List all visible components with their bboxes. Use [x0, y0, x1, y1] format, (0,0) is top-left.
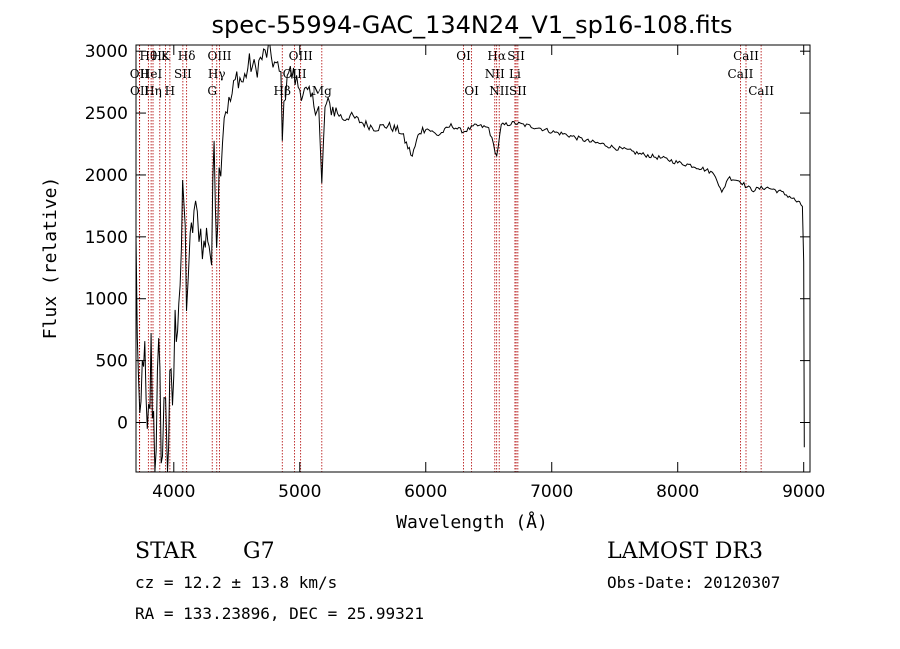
spectral-line-label: OII: [130, 84, 150, 98]
spectral-line-label: G: [207, 84, 217, 98]
spectral-line-label: OII: [130, 67, 150, 81]
spectral-line-label: Hα: [487, 49, 506, 63]
y-tick-label: 500: [96, 352, 128, 372]
spectral-line-label: Hε: [151, 49, 168, 63]
survey-name: LAMOST DR3: [607, 539, 763, 564]
spectral-line-label: OI: [464, 84, 479, 98]
spectral-line-label: Hγ: [208, 67, 226, 81]
spectral-line-label: SII: [507, 49, 525, 63]
spectral-line-label: K: [161, 49, 171, 63]
spectral-line-label: Mg: [312, 84, 332, 98]
spectral-line-label: SII: [509, 84, 527, 98]
spectral-line-label: CaII: [728, 67, 754, 81]
x-tick-label: 5000: [278, 482, 321, 502]
flux-series-line: [135, 44, 805, 473]
y-tick-label: 0: [117, 413, 128, 433]
x-tick-label: 6000: [404, 482, 447, 502]
spectral-line-label: OIII: [207, 49, 231, 63]
x-tick-label: 7000: [530, 482, 573, 502]
spectral-line-label: NII: [489, 84, 509, 98]
spectral-line-label: Hδ: [178, 49, 196, 63]
x-tick-label: 9000: [782, 482, 825, 502]
y-tick-label: 1000: [85, 290, 128, 310]
redshift-velocity: cz = 12.2 ± 13.8 km/s: [135, 573, 337, 592]
spectral-line-label: Li: [509, 67, 521, 81]
y-tick-label: 2000: [85, 166, 128, 186]
x-axis-label: Wavelength (Å): [396, 511, 548, 533]
y-tick-label: 3000: [85, 42, 128, 62]
spectral-line-label: HeI: [140, 67, 163, 81]
spectral-line-label: Hβ: [274, 84, 291, 98]
observation-date: Obs-Date: 20120307: [607, 573, 780, 592]
spectral-line-label: SII: [174, 67, 192, 81]
spectral-line-label: Hη: [144, 84, 162, 98]
spectral-line-label: NII: [485, 67, 505, 81]
spectral-line-label: CaII: [748, 84, 774, 98]
axis-ticks: 4000 5000 6000 7000 8000 9000 0 500 1000 1500 2000…: [85, 42, 826, 502]
object-subclass: G7: [243, 539, 275, 564]
spectral-line-label: CaII: [733, 49, 759, 63]
plot-frame: [135, 44, 811, 473]
y-tick-label: 2500: [85, 104, 128, 124]
y-tick-label: 1500: [85, 228, 128, 248]
ra-dec-coordinates: RA = 133.23896, DEC = 25.99321: [135, 604, 424, 623]
spectral-line-label: OIII: [289, 49, 313, 63]
object-class: STAR: [135, 539, 197, 564]
spectral-line-label: OIII: [283, 67, 307, 81]
x-tick-label: 8000: [656, 482, 699, 502]
chart-title: spec-55994-GAC_134N24_V1_sp16-108.fits: [212, 11, 733, 39]
spectral-line-label: OI: [456, 49, 471, 63]
y-axis-label: Flux (relative): [40, 177, 61, 340]
spectral-line-label: H: [165, 84, 175, 98]
x-tick-label: 4000: [152, 482, 195, 502]
